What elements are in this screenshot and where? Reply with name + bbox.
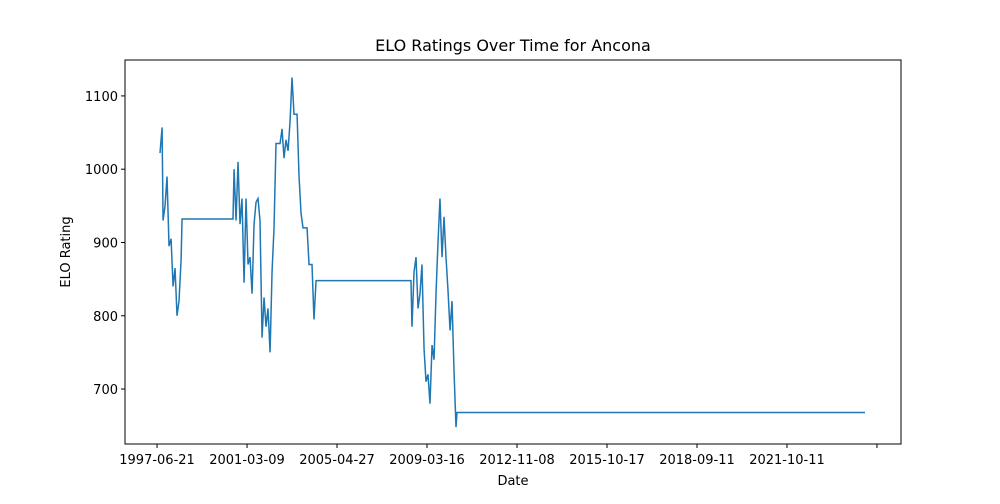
x-tick-label: 2001-03-09 [209,453,285,468]
x-tick-label: 2018-09-11 [659,453,735,468]
chart-title: ELO Ratings Over Time for Ancona [375,36,651,55]
x-tick-label: 2005-04-27 [299,453,375,468]
y-tick-label: 1100 [85,90,118,105]
x-tick-label: 2015-10-17 [569,453,645,468]
x-tick-label: 1997-06-21 [119,453,195,468]
plot-frame [124,59,902,445]
data-line [159,77,865,428]
y-axis-label: ELO Rating [59,216,74,287]
y-tick-label: 1000 [85,163,118,178]
x-axis-label: Date [497,474,528,489]
x-tick-label: 2009-03-16 [389,453,465,468]
y-tick-label: 700 [93,383,118,398]
x-tick-label: 2021-10-11 [749,453,825,468]
y-tick-label: 800 [93,310,118,325]
y-tick-label: 900 [93,236,118,251]
x-tick-label: 2012-11-08 [479,453,555,468]
